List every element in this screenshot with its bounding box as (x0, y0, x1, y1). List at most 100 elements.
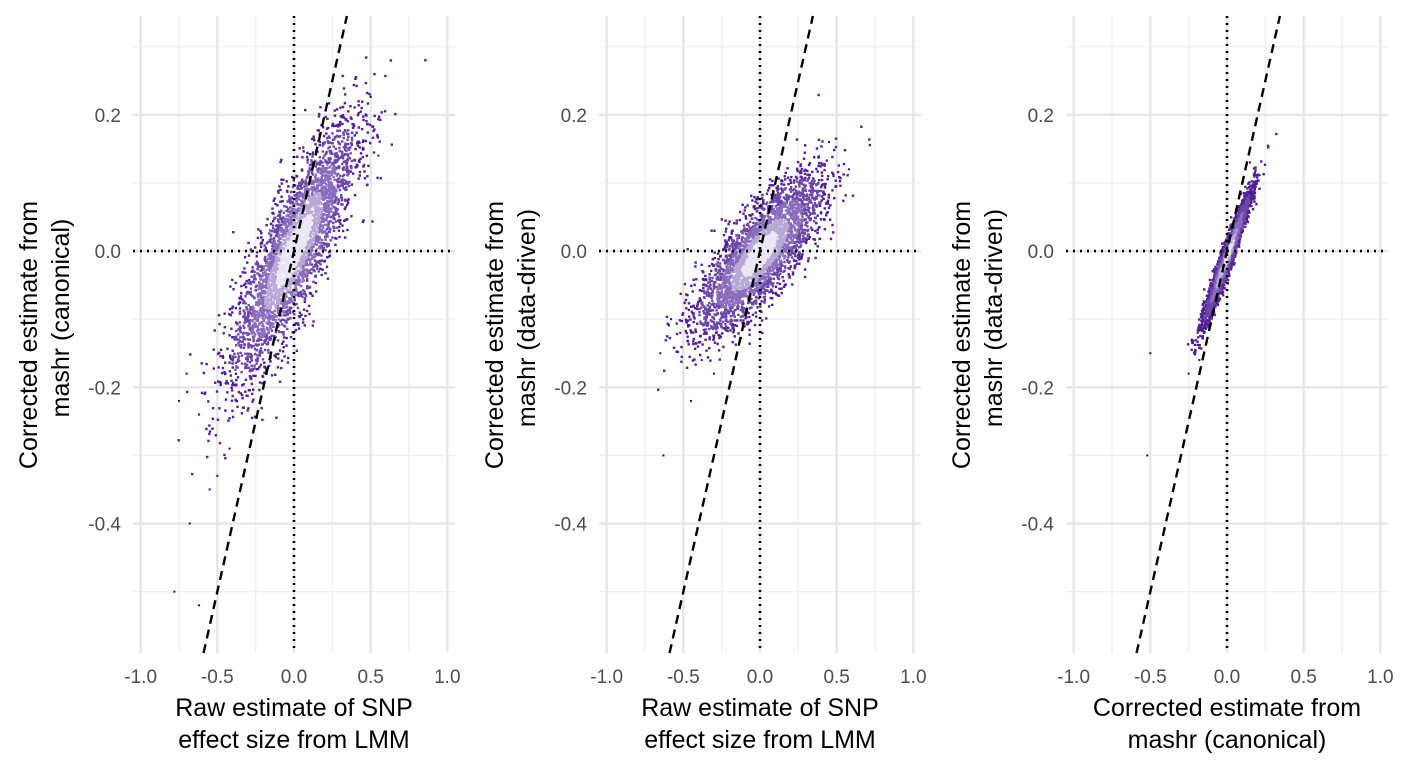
density-point (306, 151, 309, 155)
density-point (263, 371, 266, 375)
density-point (279, 160, 282, 164)
density-point (235, 365, 238, 368)
density-point (795, 138, 799, 141)
density-point (829, 204, 832, 207)
density-point (812, 181, 816, 185)
density-point (284, 217, 287, 220)
density-point (341, 74, 344, 78)
density-point (262, 267, 265, 270)
density-point (310, 254, 314, 257)
density-point (242, 324, 245, 328)
density-point (287, 237, 290, 241)
density-point (325, 175, 328, 178)
density-point (249, 329, 253, 333)
density-point (296, 216, 299, 219)
x-tick-label: -1.0 (124, 667, 157, 688)
density-point (312, 224, 316, 227)
density-point (325, 227, 329, 231)
density-point (776, 211, 779, 214)
y-tick-label: -0.2 (88, 378, 121, 399)
density-point (246, 359, 249, 363)
density-point (373, 114, 376, 118)
density-point (250, 359, 254, 362)
density-point (785, 239, 788, 243)
density-point (311, 255, 315, 259)
density-point (350, 214, 353, 218)
density-point (320, 213, 323, 216)
density-point (785, 193, 788, 196)
density-point (269, 311, 273, 314)
density-point (339, 121, 342, 124)
density-point (300, 232, 304, 235)
density-point (266, 336, 269, 340)
density-point (308, 252, 312, 256)
density-point (329, 152, 332, 155)
density-point (330, 152, 334, 156)
density-point (301, 224, 305, 227)
density-point (231, 305, 235, 308)
density-point (312, 199, 316, 203)
density-point (708, 338, 711, 341)
density-point (828, 218, 832, 221)
density-point (295, 288, 298, 291)
density-point (264, 248, 267, 251)
density-point (340, 196, 344, 200)
density-point (316, 129, 320, 132)
density-point (816, 245, 819, 248)
density-point (245, 357, 248, 360)
density-point (680, 345, 683, 349)
density-point (274, 373, 277, 376)
density-point (246, 291, 250, 295)
density-point (231, 349, 234, 352)
density-point (327, 161, 330, 164)
density-point (238, 312, 242, 316)
density-point (732, 331, 735, 334)
density-point (248, 338, 252, 341)
density-point (333, 178, 336, 181)
density-point (296, 226, 299, 230)
density-point (275, 247, 278, 251)
density-point (328, 156, 332, 160)
density-point (286, 275, 290, 279)
density-point (297, 195, 300, 198)
density-point (241, 271, 244, 274)
density-point (336, 154, 339, 157)
density-point (737, 281, 740, 285)
density-point (308, 188, 311, 191)
density-point (287, 215, 290, 218)
density-point (726, 243, 729, 246)
density-point (343, 173, 346, 177)
density-point (332, 213, 336, 217)
density-point (359, 152, 363, 155)
density-point (308, 229, 311, 232)
density-point (280, 366, 283, 370)
density-point (290, 227, 294, 230)
density-point (305, 250, 309, 254)
density-point (250, 416, 254, 420)
density-point (302, 270, 305, 273)
density-point (372, 129, 375, 133)
density-point (289, 335, 293, 339)
density-point (779, 192, 782, 195)
density-point (807, 176, 811, 180)
density-point (218, 407, 221, 410)
density-point (274, 277, 277, 280)
density-point (827, 206, 831, 210)
density-point (796, 197, 800, 200)
density-point (795, 180, 799, 183)
density-point (264, 336, 268, 339)
density-point (306, 279, 309, 283)
density-point (341, 224, 344, 227)
density-point (300, 202, 303, 206)
density-point (784, 209, 788, 212)
density-point (322, 185, 325, 188)
density-point (250, 325, 253, 328)
density-point (303, 243, 307, 247)
density-point (711, 299, 714, 302)
density-point (782, 285, 786, 288)
density-point (285, 295, 288, 298)
density-point (702, 290, 705, 293)
density-point (281, 350, 285, 353)
panel-1-y-axis-title-line-1: Corrected estimate from (15, 201, 43, 469)
density-point (282, 300, 286, 303)
